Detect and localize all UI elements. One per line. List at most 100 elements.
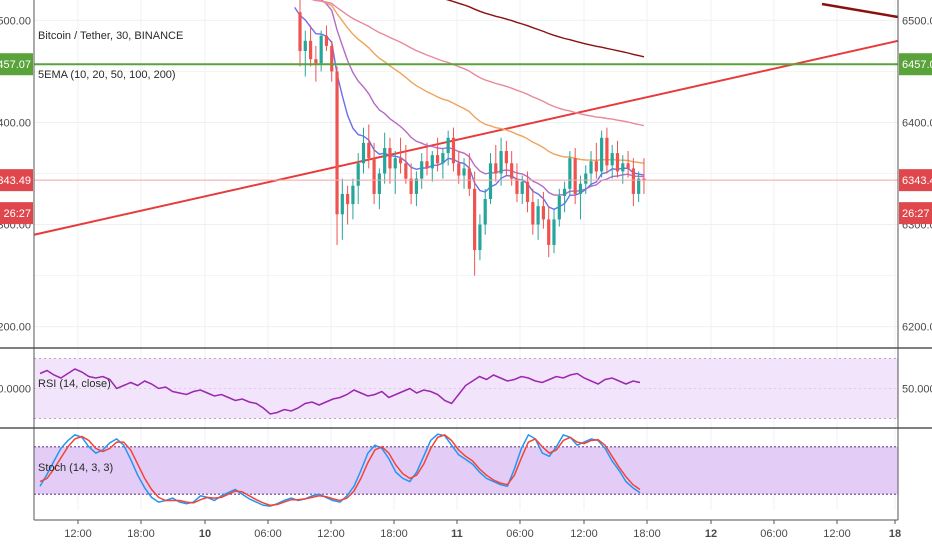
rsi-line xyxy=(39,368,641,415)
candle xyxy=(372,142,376,205)
candle xyxy=(610,144,614,179)
candle xyxy=(441,147,445,179)
time-tick-label: 18 xyxy=(889,528,901,540)
candle xyxy=(446,130,450,166)
candle xyxy=(626,151,630,178)
time-tick-label: 10 xyxy=(199,528,211,540)
candle xyxy=(335,66,339,245)
candle-body xyxy=(356,163,360,186)
candle xyxy=(435,137,440,172)
candle xyxy=(541,191,546,229)
candle xyxy=(531,188,535,235)
price-tick-label-right: 6400.00 xyxy=(902,117,932,129)
trendline-layer[interactable] xyxy=(33,39,899,236)
price-tick-label-left: 6400.00 xyxy=(0,117,31,129)
candle xyxy=(473,171,477,276)
candle-body xyxy=(425,161,429,169)
candle-body xyxy=(600,137,604,172)
price-tick-label-right: 6500.00 xyxy=(902,15,932,27)
countdown-tag-left: 26:27 xyxy=(3,208,31,220)
candle-body xyxy=(621,163,625,172)
price-tick-label-right: 6200.00 xyxy=(902,322,932,334)
candle-body xyxy=(568,158,572,189)
candle-body xyxy=(610,153,614,166)
candle-body xyxy=(531,202,535,225)
candle xyxy=(451,127,456,172)
candle-body xyxy=(637,178,641,194)
candle-body xyxy=(631,168,635,194)
price-tick-label-left: 6500.00 xyxy=(0,15,31,27)
hline-price-tag-right-bg xyxy=(899,53,932,76)
candle-body xyxy=(340,193,344,215)
time-tick-label: 18:00 xyxy=(633,528,661,540)
candle-body xyxy=(488,163,493,200)
candle-body xyxy=(525,181,530,203)
candle-body xyxy=(562,188,567,196)
candle xyxy=(536,199,540,240)
candle xyxy=(361,127,366,174)
candle-body xyxy=(594,161,598,172)
candle-body xyxy=(414,178,419,194)
candle-body xyxy=(409,178,413,194)
candle-body xyxy=(303,40,307,52)
candle xyxy=(367,124,371,169)
candle-body xyxy=(298,12,302,52)
candle xyxy=(621,155,625,184)
time-tick-label: 12:00 xyxy=(823,528,851,540)
time-tick-label: 12:00 xyxy=(317,528,345,540)
ema-legend: 5EMA (10, 20, 50, 100, 200) xyxy=(38,69,176,81)
candle-body xyxy=(504,151,508,164)
time-tick-label: 12:00 xyxy=(570,528,598,540)
candle xyxy=(594,142,598,179)
candle xyxy=(383,132,387,184)
rsi-legend: RSI (14, close) xyxy=(38,378,111,390)
countdown-tag-right-bg xyxy=(899,202,932,225)
candle-body xyxy=(335,71,339,215)
candle-body xyxy=(441,153,445,164)
candle xyxy=(356,153,360,205)
last-price-tag-right: 6343.49 xyxy=(902,175,932,187)
rsi-pane xyxy=(0,347,932,419)
candle xyxy=(308,25,313,67)
candle xyxy=(377,168,381,210)
hline-price-tag-right: 6457.07 xyxy=(902,59,932,71)
hline-price-tag-left: 6457.07 xyxy=(0,59,31,71)
candle xyxy=(393,151,397,194)
ema-200-line xyxy=(445,0,645,58)
candle xyxy=(557,188,561,227)
candle xyxy=(467,153,471,196)
time-axis[interactable]: 12:00 18:00 10 06:00 12:00 18:00 11 06:00 12:00 1… xyxy=(34,519,901,540)
candle-body xyxy=(494,163,498,174)
candle-body xyxy=(388,147,392,169)
countdown-tag-left-bg xyxy=(0,202,33,225)
candle-body xyxy=(552,219,556,245)
stoch-d-line xyxy=(39,434,641,507)
candle-body xyxy=(615,153,620,172)
candle xyxy=(398,137,403,174)
candle-body xyxy=(589,161,593,174)
candle-body xyxy=(420,161,424,179)
candle-body xyxy=(367,142,371,159)
candle-body xyxy=(314,59,318,64)
candle xyxy=(298,0,302,67)
candle-body xyxy=(557,195,561,220)
horizontal-line-layer[interactable] xyxy=(34,63,898,181)
candle-body xyxy=(547,219,551,245)
time-tick-label: 06:00 xyxy=(506,528,534,540)
stochastic-pane xyxy=(0,427,932,507)
candle xyxy=(462,158,466,189)
candle xyxy=(562,181,567,213)
candle-body xyxy=(404,163,408,179)
candle xyxy=(488,153,493,205)
candle-body xyxy=(393,158,397,169)
candle xyxy=(552,209,556,254)
stoch-band-fill xyxy=(34,446,898,495)
candle xyxy=(600,130,604,178)
candle-body xyxy=(473,188,477,251)
candle xyxy=(547,206,551,258)
stoch-k-line xyxy=(39,433,641,507)
candle-body xyxy=(308,40,313,60)
price-axes[interactable]: 6500.006500.006400.006400.006300.006300.… xyxy=(0,0,932,520)
candle-body xyxy=(398,158,403,164)
